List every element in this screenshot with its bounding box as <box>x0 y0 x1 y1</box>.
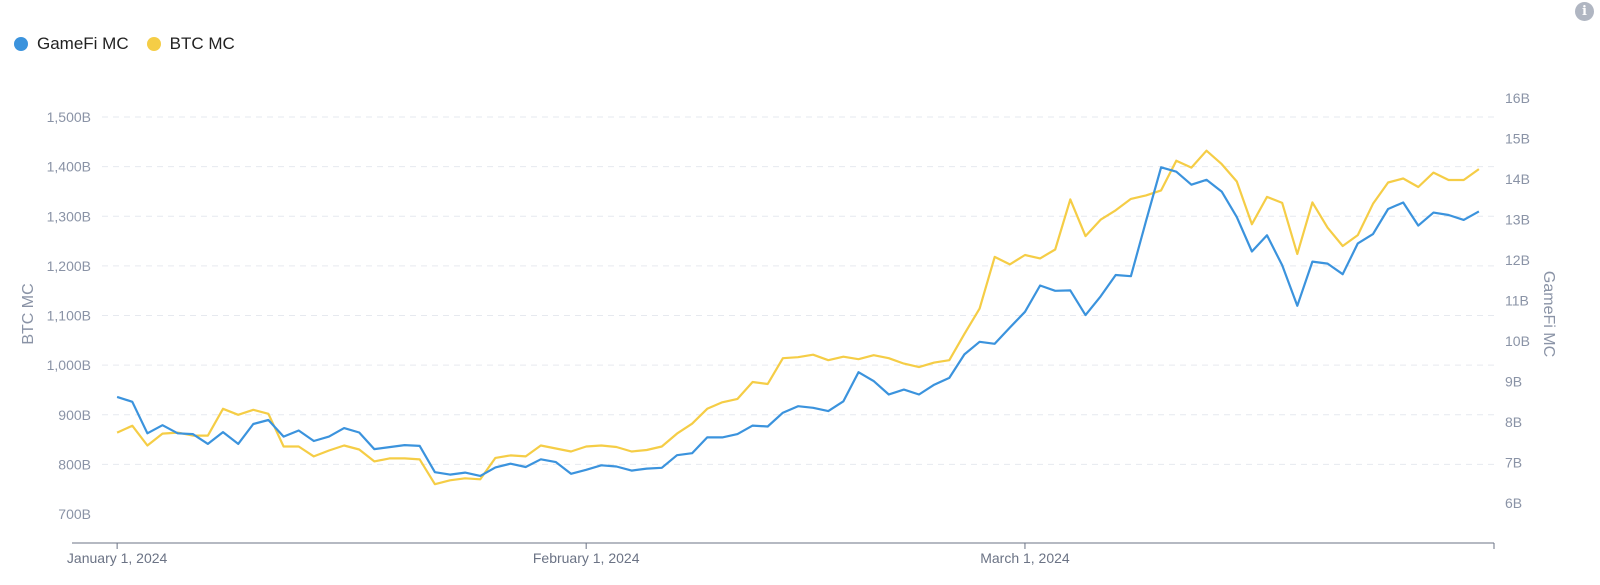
legend-item-gamefi[interactable]: GameFi MC <box>14 34 129 54</box>
y-right-tick-label: 10B <box>1505 333 1530 349</box>
y-right-tick-label: 11B <box>1505 293 1529 309</box>
y-right-tick-label: 7B <box>1505 455 1522 471</box>
y-right-tick-label: 9B <box>1505 374 1522 390</box>
legend-marker-gamefi <box>14 37 28 51</box>
y-right-tick-label: 13B <box>1505 212 1530 228</box>
y-left-tick-label: 800B <box>58 456 91 472</box>
y-axis-left-title: BTC MC <box>20 283 37 344</box>
y-axis-right-title: GameFi MC <box>1540 271 1557 357</box>
y-right-tick-label: 16B <box>1505 90 1530 106</box>
x-tick-label: March 1, 2024 <box>980 550 1070 566</box>
x-tick-label: February 1, 2024 <box>533 550 640 566</box>
legend-label-btc: BTC MC <box>169 34 235 53</box>
x-axis: January 1, 2024 February 1, 2024 March 1, … <box>67 542 1495 566</box>
y-right-tick-label: 6B <box>1505 495 1522 511</box>
y-axis-right: 6B 7B 8B 9B 10B 11B 12B 13B 14B 15B 16B <box>1505 90 1530 511</box>
y-right-tick-label: 14B <box>1505 171 1530 187</box>
y-left-tick-label: 1,000B <box>47 357 91 373</box>
legend-marker-btc <box>146 37 161 51</box>
series-lines <box>116 149 1480 486</box>
y-left-tick-label: 1,200B <box>47 258 91 274</box>
legend: GameFi MC BTC MC <box>14 34 235 54</box>
y-right-tick-label: 15B <box>1505 131 1530 147</box>
y-right-tick-label: 8B <box>1505 414 1522 430</box>
y-axis-left: 700B 800B 900B 1,000B 1,100B 1,200B 1,300B 1,40… <box>47 109 91 522</box>
y-left-tick-label: 1,500B <box>47 109 91 125</box>
series-line-gamefi-mc[interactable] <box>116 166 1480 477</box>
y-right-tick-label: 12B <box>1505 252 1530 268</box>
y-left-tick-label: 900B <box>58 407 91 423</box>
y-left-tick-label: 700B <box>58 506 91 522</box>
grid-lines <box>102 116 1494 465</box>
y-left-tick-label: 1,300B <box>47 208 91 224</box>
info-icon[interactable]: i <box>1575 2 1594 21</box>
y-left-tick-label: 1,400B <box>47 159 91 175</box>
y-left-tick-label: 1,100B <box>47 308 91 324</box>
x-tick-label: January 1, 2024 <box>67 550 168 566</box>
legend-item-btc[interactable]: BTC MC <box>146 34 235 54</box>
legend-label-gamefi: GameFi MC <box>37 34 129 53</box>
series-line-btc-mc[interactable] <box>116 149 1480 486</box>
